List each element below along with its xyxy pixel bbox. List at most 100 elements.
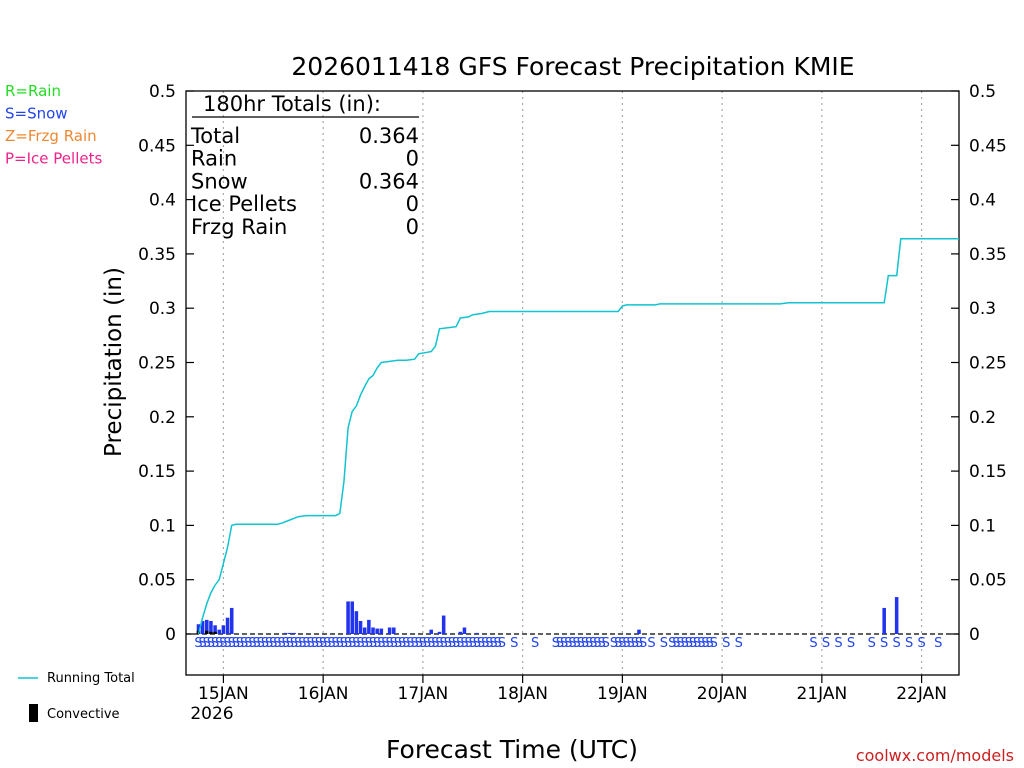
snow-mark: S	[494, 636, 502, 651]
snow-mark: S	[627, 636, 635, 651]
series-legend: Running Total Convective	[18, 671, 135, 722]
snow-mark: S	[390, 636, 398, 651]
snow-mark: S	[344, 636, 352, 651]
legend-label-running-total: Running Total	[47, 671, 135, 686]
snow-mark: S	[352, 636, 360, 651]
snow-mark: S	[277, 636, 285, 651]
snow-mark: S	[456, 636, 464, 651]
snow-mark: S	[689, 636, 697, 651]
y-tick-label: 0.35	[138, 245, 176, 265]
precip-bar	[196, 624, 201, 634]
y-tick-label: 0.5	[149, 82, 176, 102]
snow-mark: S	[735, 636, 743, 651]
y-tick-label: 0.25	[138, 354, 176, 374]
totals-row-label: Rain	[191, 147, 237, 171]
precip-bar	[358, 620, 363, 634]
snow-mark: S	[481, 636, 489, 651]
y-tick-label: 0.35	[969, 245, 1007, 265]
precip-type-legend-item: Z=Frzg Rain	[5, 127, 97, 145]
snow-mark: S	[460, 636, 468, 651]
precip-bar	[441, 615, 446, 634]
snow-mark: S	[282, 636, 290, 651]
y-tick-label: 0	[969, 625, 980, 645]
snow-mark: S	[253, 636, 261, 651]
precip-type-legend-item: S=Snow	[5, 105, 68, 123]
snow-mark: S	[223, 636, 231, 651]
totals-heading: 180hr Totals (in):	[203, 92, 381, 116]
snow-mark: S	[273, 636, 281, 651]
x-year-label: 2026	[190, 704, 233, 724]
snow-mark: S	[302, 636, 310, 651]
y-tick-label: 0.05	[969, 571, 1007, 591]
precip-bar	[213, 625, 217, 634]
snow-mark: S	[211, 636, 219, 651]
snow-mark: S	[847, 636, 855, 651]
snow-mark: S	[361, 636, 369, 651]
snow-mark: S	[248, 636, 256, 651]
precip-bar	[392, 627, 396, 634]
x-tick-label: 21JAN	[797, 684, 848, 704]
snow-mark: S	[240, 636, 248, 651]
y-tick-label: 0.4	[969, 191, 996, 211]
snow-mark: S	[431, 636, 439, 651]
precip-bar	[375, 628, 379, 634]
y-tick-label: 0.3	[969, 299, 996, 319]
precip-bar	[346, 601, 350, 634]
snow-mark: S	[286, 636, 294, 651]
totals-box: 180hr Totals (in): Total 0.364 Rain 0 Snow 0.…	[190, 92, 419, 239]
snow-mark: S	[435, 636, 443, 651]
precip-bar	[475, 632, 479, 634]
running-total-line	[197, 237, 959, 635]
x-tick-label: 18JAN	[497, 684, 548, 704]
precip-bar	[283, 632, 288, 634]
snow-mark: S	[198, 636, 206, 651]
snow-mark: S	[647, 636, 655, 651]
precip-bar	[387, 627, 392, 634]
snow-mark: S	[593, 636, 601, 651]
snow-mark: S	[448, 636, 456, 651]
snow-mark: S	[307, 636, 315, 651]
snow-mark: S	[917, 636, 925, 651]
snow-mark: S	[265, 636, 273, 651]
y-tick-label: 0.15	[138, 462, 176, 482]
totals-row-value: 0	[406, 215, 419, 239]
y-tick-label: 0	[165, 625, 176, 645]
snow-mark: S	[934, 636, 942, 651]
precip-bar	[288, 632, 292, 634]
y-tick-label: 0.2	[149, 408, 176, 428]
plot-frame	[185, 90, 960, 676]
snow-mark: S	[573, 636, 581, 651]
totals-row-value: 0	[406, 192, 419, 216]
snow-mark: S	[585, 636, 593, 651]
snow-mark: S	[377, 636, 385, 651]
y-tick-label: 0.1	[969, 516, 996, 536]
snow-mark: S	[697, 636, 705, 651]
snow-mark: S	[672, 636, 680, 651]
snow-mark: S	[244, 636, 252, 651]
y-tick-label: 0.15	[969, 462, 1007, 482]
snow-mark: S	[822, 636, 830, 651]
snow-mark: S	[373, 636, 381, 651]
snow-mark: S	[809, 636, 817, 651]
snow-mark: S	[194, 636, 202, 651]
totals-row-label: Frzg Rain	[191, 215, 287, 239]
snow-mark: S	[639, 636, 647, 651]
convective-bar	[209, 631, 213, 634]
snow-mark: S	[685, 636, 693, 651]
snow-mark: S	[419, 636, 427, 651]
snow-mark: S	[294, 636, 302, 651]
snow-mark: S	[868, 636, 876, 651]
snow-mark: S	[398, 636, 406, 651]
snow-mark: S	[489, 636, 497, 651]
snow-mark: S	[386, 636, 394, 651]
snow-mark: S	[498, 636, 506, 651]
precip-bar	[458, 631, 463, 634]
precip-type-legend-item: R=Rain	[5, 82, 61, 100]
snow-mark: S	[710, 636, 718, 651]
snow-mark: S	[660, 636, 668, 651]
precip-bar	[367, 619, 371, 634]
precip-bar	[437, 631, 442, 634]
snow-mark: S	[834, 636, 842, 651]
precip-bar	[225, 617, 230, 634]
